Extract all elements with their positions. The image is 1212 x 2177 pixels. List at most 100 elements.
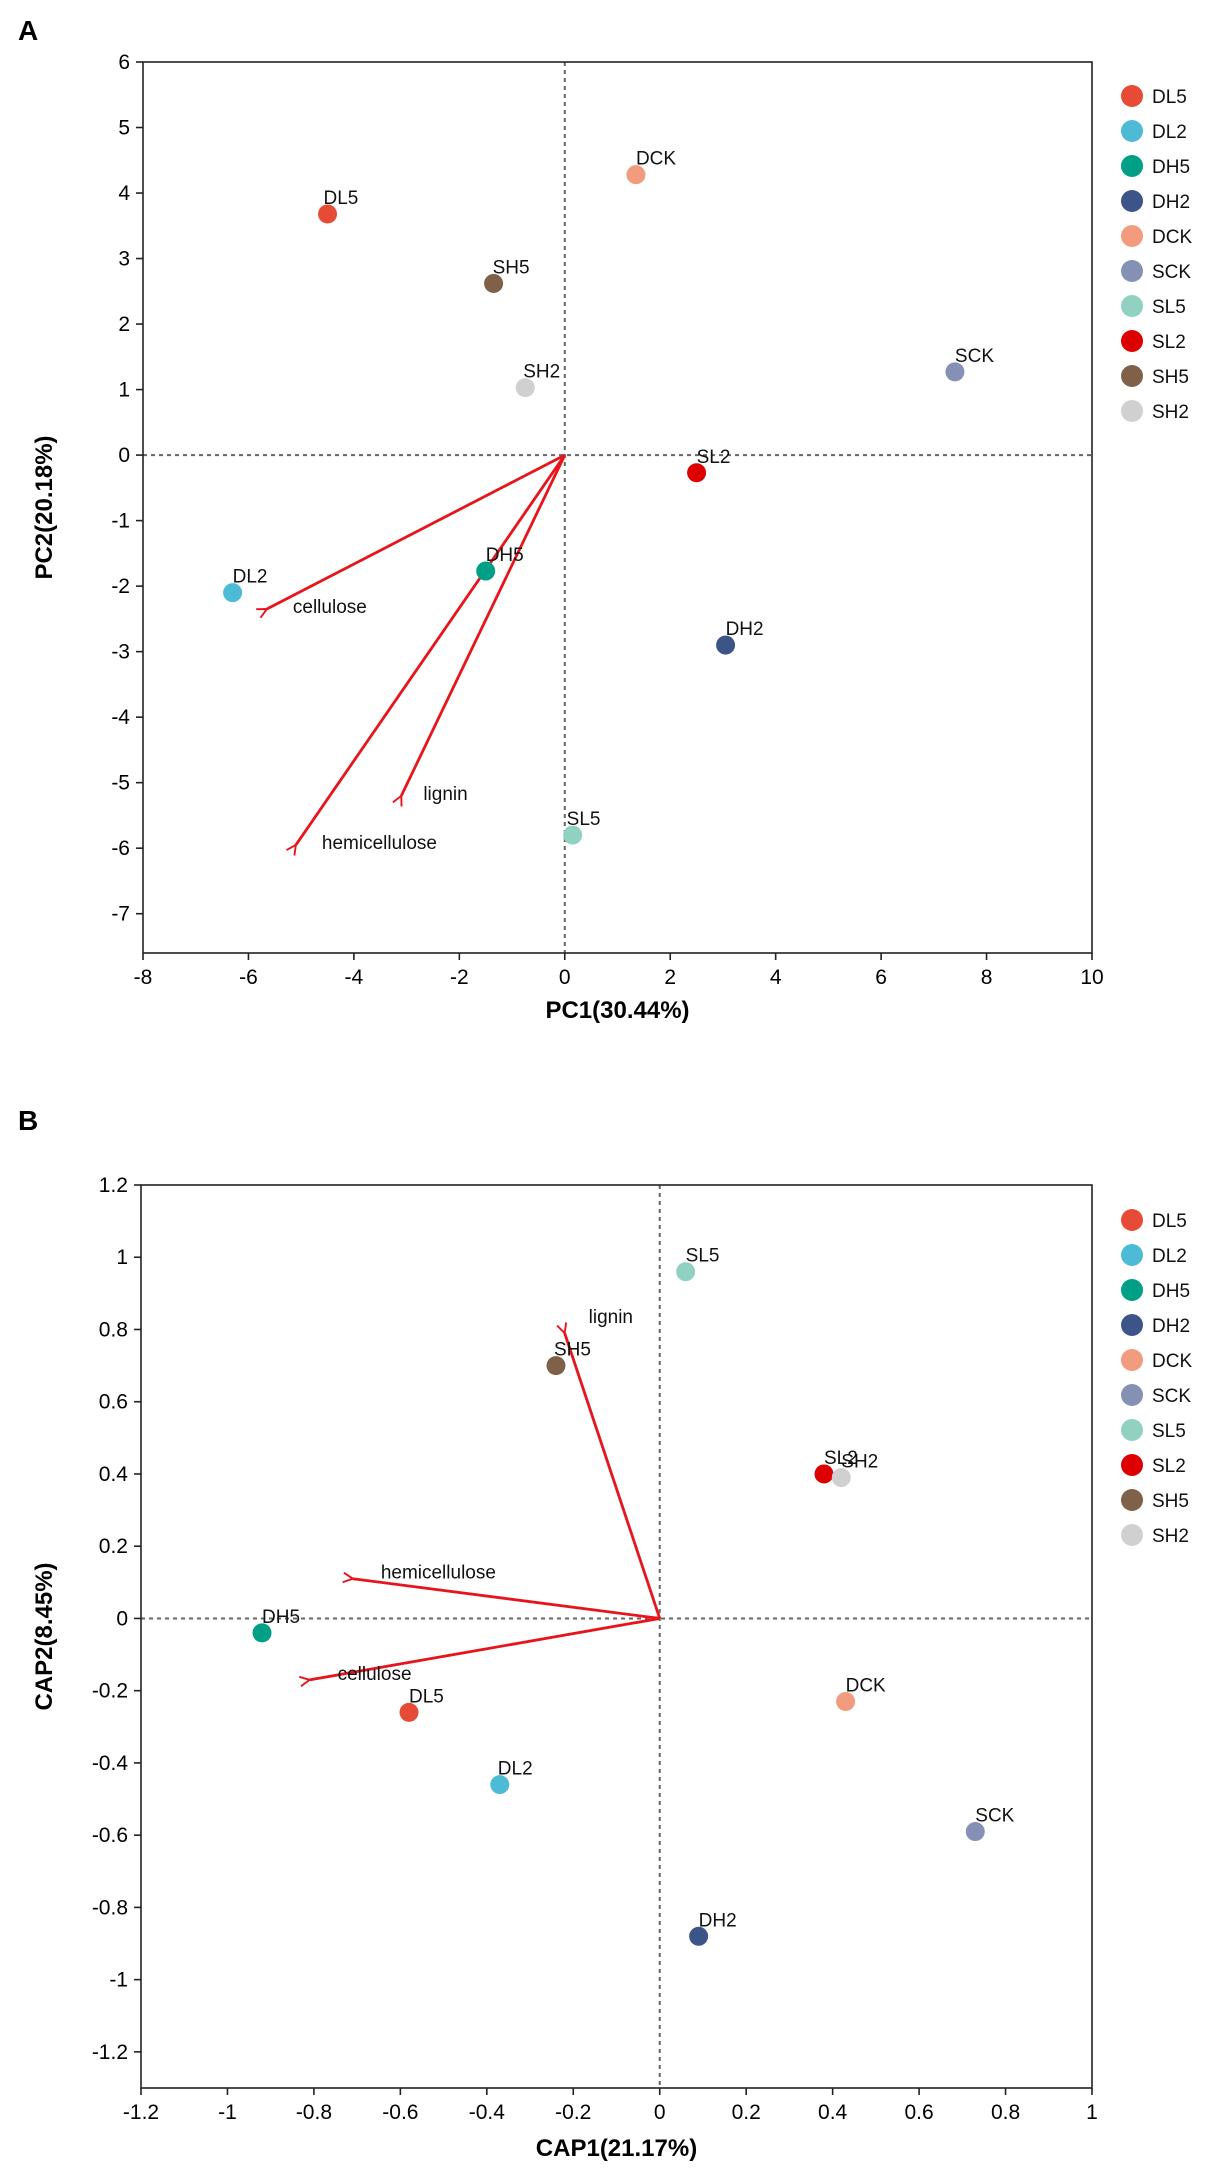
legend-label-SCK: SCK	[1152, 262, 1191, 283]
point-label-DH2: DH2	[699, 1910, 737, 1931]
y-tick-label: -0.6	[92, 1824, 128, 1847]
point-SH5	[484, 273, 504, 293]
legend-label-DH5: DH5	[1152, 1281, 1190, 1302]
x-tick-label: 0	[559, 966, 571, 989]
y-axis-ticks: 1.2 1 0.8 0.6 0.4 0.2 0 -0.2 -0.4 -0.6 -0.8 -1 -1.2	[92, 1174, 141, 2064]
y-tick-label: -6	[111, 837, 130, 860]
x-tick-label: -1.2	[123, 2101, 159, 2124]
point-label-DH5: DH5	[262, 1607, 300, 1628]
zero-lines	[143, 62, 1092, 953]
legend-label-DL5: DL5	[1152, 87, 1187, 108]
legend-label-SH5: SH5	[1152, 367, 1189, 388]
point-label-DCK: DCK	[636, 149, 676, 170]
legend-swatch-SCK	[1121, 260, 1143, 282]
y-tick-label: 5	[118, 117, 130, 140]
x-tick-label: -0.8	[296, 2101, 332, 2124]
panel-label-a: A	[18, 15, 38, 46]
legend-label-DH2: DH2	[1152, 192, 1190, 213]
y-tick-label: -7	[111, 903, 130, 926]
y-tick-label: 3	[118, 248, 130, 271]
y-tick-label: 1	[116, 1246, 128, 1269]
x-axis-title: PC1(30.44%)	[545, 997, 689, 1024]
plot-frame	[140, 1184, 1093, 2089]
point-SL5	[563, 825, 583, 845]
y-tick-label: 4	[118, 182, 130, 205]
point-DCK	[836, 1692, 856, 1712]
panel-b-chart: B lignin hemicellulose cellulose DL5 DL2 DH5…	[18, 1105, 1192, 2162]
legend-swatch-DH5	[1121, 1279, 1143, 1301]
x-tick-label: 2	[664, 966, 676, 989]
point-DL2	[223, 583, 243, 603]
point-label-SCK: SCK	[975, 1806, 1014, 1827]
plot-frame	[142, 61, 1093, 954]
y-tick-label: 0.6	[99, 1391, 128, 1414]
legend-swatch-DH5	[1121, 155, 1143, 177]
y-axis-ticks: 6 5 4 3 2 1 0 -1 -2 -3 -4 -5 -6 -7	[111, 51, 143, 926]
x-tick-label: 1	[1086, 2101, 1098, 2124]
legend-label-DL5: DL5	[1152, 1211, 1187, 1232]
point-DL2	[490, 1775, 510, 1795]
point-DH2	[716, 635, 736, 655]
panel-label-b: B	[18, 1105, 38, 1136]
legend-swatch-SL2	[1121, 330, 1143, 352]
legend-label-DL2: DL2	[1152, 122, 1187, 143]
legend-swatch-DCK	[1121, 1349, 1143, 1371]
x-axis-ticks: -8 -6 -4 -2 0 2 4 6 8 10	[134, 953, 1104, 989]
point-DH5	[252, 1623, 272, 1643]
point-label-SCK: SCK	[955, 346, 994, 367]
vector-label-hemicellulose: hemicellulose	[381, 1563, 496, 1584]
point-SH2	[831, 1468, 851, 1488]
point-label-SL2: SL2	[824, 1448, 858, 1469]
x-tick-label: -8	[134, 966, 153, 989]
y-tick-label: 6	[118, 51, 130, 74]
legend: DL5 DL2 DH5 DH2 DCK SCK SL5 SL2 SH5 SH2	[1121, 85, 1192, 423]
legend-label-SL5: SL5	[1152, 297, 1186, 318]
y-tick-label: 1.2	[99, 1174, 128, 1197]
legend-label-DCK: DCK	[1152, 227, 1192, 248]
legend-swatch-DH2	[1121, 1314, 1143, 1336]
point-label-SL2: SL2	[697, 447, 731, 468]
x-tick-label: -0.6	[382, 2101, 418, 2124]
y-tick-label: -3	[111, 641, 130, 664]
legend-swatch-SL2	[1121, 1454, 1143, 1476]
x-tick-label: 4	[770, 966, 782, 989]
x-tick-label: -0.4	[469, 2101, 506, 2124]
vector-hemicellulose	[296, 454, 566, 845]
legend-label-SL2: SL2	[1152, 332, 1186, 353]
vector-hemicellulose	[353, 1579, 660, 1620]
point-label-DCK: DCK	[846, 1676, 886, 1697]
point-DCK	[626, 165, 646, 185]
legend-label-SL5: SL5	[1152, 1421, 1186, 1442]
legend-swatch-SH5	[1121, 1489, 1143, 1511]
legend-swatch-DL2	[1121, 1244, 1143, 1266]
y-tick-label: -1	[111, 510, 130, 533]
sample-points: DL5 DL2 DH5 DH2 DCK SCK SL5 SL2 SH5 SH2	[252, 1246, 1015, 1946]
x-tick-label: 6	[875, 966, 887, 989]
point-label-SL5: SL5	[686, 1246, 720, 1267]
point-DL5	[318, 204, 338, 224]
legend-label-DCK: DCK	[1152, 1351, 1192, 1372]
legend-swatch-SH2	[1121, 400, 1143, 422]
y-tick-label: 0.4	[99, 1463, 129, 1486]
y-tick-label: 0	[116, 1607, 128, 1630]
legend-swatch-DCK	[1121, 225, 1143, 247]
y-tick-label: -0.2	[92, 1680, 128, 1703]
x-tick-label: 0	[654, 2101, 666, 2124]
point-label-SL5: SL5	[567, 809, 601, 830]
point-SCK	[945, 362, 965, 382]
legend-label-SCK: SCK	[1152, 1386, 1191, 1407]
x-tick-label: 8	[981, 966, 993, 989]
point-label-DL2: DL2	[498, 1759, 533, 1780]
loading-vectors: lignin hemicellulose cellulose	[310, 1307, 662, 1685]
y-tick-label: -0.8	[92, 1896, 128, 1919]
point-DH5	[476, 561, 496, 581]
legend-swatch-SL5	[1121, 295, 1143, 317]
legend-label-DL2: DL2	[1152, 1246, 1187, 1267]
vector-lignin	[401, 454, 567, 796]
legend-swatch-DL5	[1121, 1209, 1143, 1231]
point-SH2	[515, 378, 535, 398]
x-axis-ticks: -1.2 -1 -0.8 -0.6 -0.4 -0.2 0 0.2 0.4 0.6 0.8 1	[123, 2088, 1098, 2124]
legend-label-DH5: DH5	[1152, 157, 1190, 178]
x-tick-label: 0.4	[818, 2101, 848, 2124]
x-tick-label: 0.6	[904, 2101, 933, 2124]
